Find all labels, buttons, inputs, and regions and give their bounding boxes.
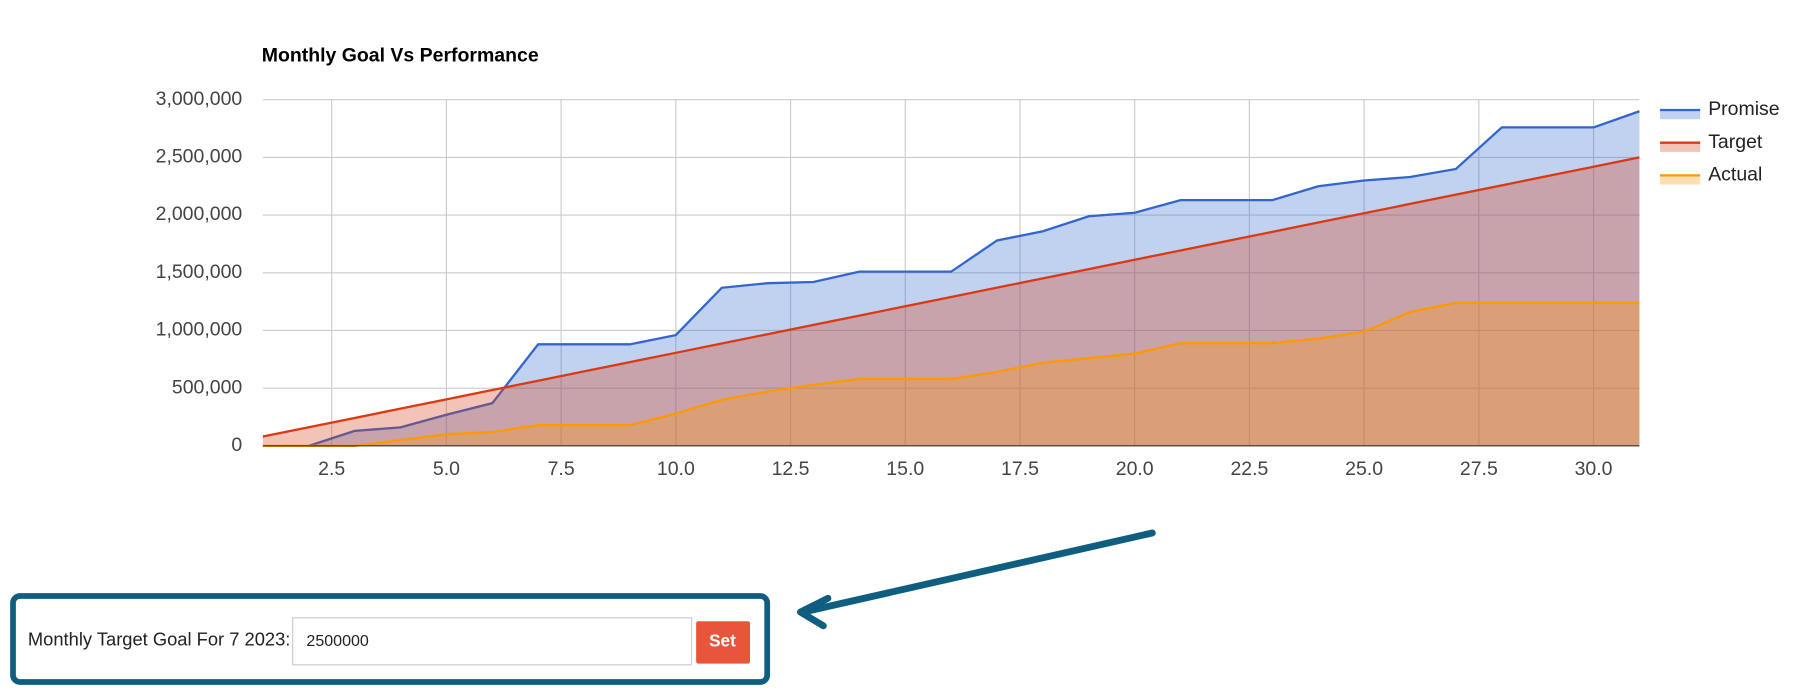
y-tick-label: 1,500,000 — [156, 261, 243, 283]
y-tick-label: 3,000,000 — [156, 88, 243, 110]
x-tick-label: 25.0 — [1345, 458, 1383, 480]
x-tick-label: 2.5 — [318, 458, 345, 480]
y-tick-label: 0 — [231, 434, 242, 456]
x-tick-label: 7.5 — [548, 458, 575, 480]
series-area — [308, 111, 1640, 446]
series-area — [262, 157, 1640, 446]
y-tick-label: 500,000 — [172, 376, 243, 398]
x-tick-label: 12.5 — [772, 458, 810, 480]
x-tick-label: 20.0 — [1116, 458, 1154, 480]
set-button-label[interactable]: Set — [709, 630, 736, 650]
chart-title: Monthly Goal Vs Performance — [262, 44, 539, 66]
legend-label: Target — [1708, 131, 1763, 153]
form-label: Monthly Target Goal For 7 2023: — [28, 629, 291, 650]
y-tick-label: 2,000,000 — [156, 203, 243, 225]
x-tick-label: 5.0 — [433, 458, 460, 480]
x-tick-label: 17.5 — [1001, 458, 1039, 480]
y-tick-label: 1,000,000 — [156, 319, 243, 341]
x-tick-label: 15.0 — [886, 458, 924, 480]
x-tick-label: 10.0 — [657, 458, 695, 480]
goal-input-value[interactable]: 2500000 — [306, 632, 368, 650]
legend-swatch — [1660, 175, 1701, 185]
series-line — [262, 156, 1640, 438]
series-area — [262, 302, 1640, 446]
y-tick-label: 2,500,000 — [156, 146, 243, 168]
legend-swatch — [1660, 142, 1701, 152]
legend-label: Promise — [1708, 98, 1779, 120]
set-button[interactable] — [696, 621, 750, 664]
plot: 0 500,000 1,000,000 1,500,000 2,000,000 2,500… — [156, 88, 1780, 480]
x-tick-label: 30.0 — [1575, 458, 1613, 480]
x-tick-label: 27.5 — [1460, 458, 1498, 480]
x-tick-label: 22.5 — [1230, 458, 1268, 480]
goal-input[interactable] — [292, 617, 693, 666]
legend-label: Actual — [1708, 164, 1762, 186]
series-line — [262, 301, 1640, 448]
series-line — [308, 110, 1640, 447]
arrow-head — [796, 594, 832, 630]
legend-swatch — [1660, 110, 1701, 120]
arrow — [805, 529, 1156, 615]
